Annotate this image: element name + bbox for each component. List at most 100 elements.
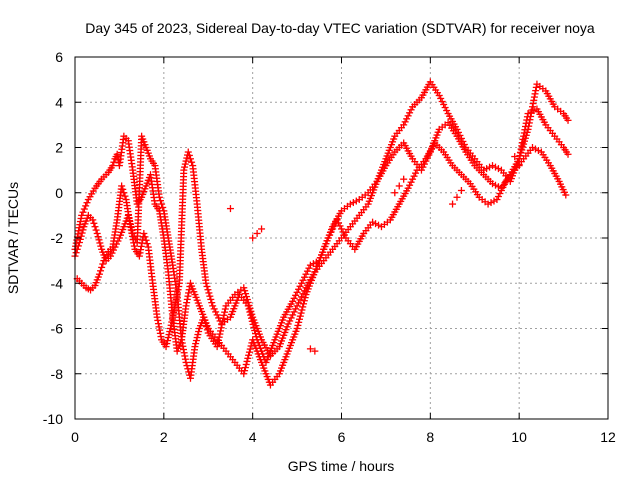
data-point-track-b: [290, 308, 298, 316]
y-tick-label: -4: [51, 275, 64, 291]
data-point-track-c: [295, 285, 303, 293]
data-point-track-b: [214, 339, 222, 347]
y-axis-label: SDTVAR / TECUs: [5, 182, 21, 294]
data-point-track-c: [182, 157, 190, 165]
data-point-track-c: [207, 295, 215, 303]
data-point-track-b: [157, 197, 165, 205]
data-point-track-a: [443, 107, 451, 115]
data-point-track-a: [300, 300, 308, 308]
data-point-track-a: [297, 309, 305, 317]
data-point-track-c: [330, 222, 338, 230]
data-point-track-c: [166, 328, 174, 336]
data-point-track-b: [90, 219, 98, 227]
data-point-track-c: [292, 291, 300, 299]
data-point-track-b: [220, 311, 228, 319]
data-point-track-c: [339, 228, 347, 236]
data-point-track-c: [290, 294, 298, 302]
data-point-track-b: [215, 333, 223, 341]
data-point-track-c: [162, 343, 170, 351]
data-point-track-a: [78, 211, 86, 219]
data-point-track-b: [159, 203, 167, 211]
data-point-track-b: [215, 336, 222, 344]
data-point-track-c: [327, 228, 335, 236]
data-point-track-b: [108, 249, 116, 257]
data-point-track-b: [97, 242, 105, 250]
data-point-track-c: [143, 240, 151, 248]
data-point-track-a: [404, 112, 412, 120]
y-tick-label: -10: [43, 411, 63, 427]
data-point-track-a: [296, 315, 304, 323]
data-point-track-c: [406, 181, 414, 189]
data-point-track-c: [500, 180, 508, 188]
data-point-track-a: [407, 106, 415, 114]
x-tick-label: 4: [249, 429, 257, 445]
data-point-track-a: [564, 116, 572, 124]
data-point-track-c: [251, 330, 259, 338]
data-point-track-b: [221, 305, 229, 313]
data-point-track-a: [301, 294, 309, 302]
data-point-track-b: [96, 239, 104, 247]
data-point-track-b: [94, 233, 102, 241]
data-point-track-c: [499, 183, 507, 191]
data-point-track-b: [202, 320, 210, 328]
data-point-track-c: [246, 308, 254, 316]
data-point-track-c: [186, 155, 194, 163]
data-point-track-a: [293, 325, 301, 332]
x-tick-label: 8: [426, 429, 434, 445]
data-point-track-d: [449, 200, 457, 208]
data-point-track-b: [193, 334, 201, 342]
data-point-track-a: [294, 321, 302, 329]
data-point-track-b: [182, 358, 190, 366]
data-point-track-c: [248, 317, 256, 325]
data-point-track-c: [180, 166, 188, 174]
data-point-track-c: [216, 317, 224, 325]
data-point-track-b: [92, 226, 100, 234]
data-point-track-d: [400, 175, 408, 183]
data-point-track-b: [203, 326, 211, 334]
data-point-track-c: [410, 172, 418, 180]
data-point-track-c: [208, 299, 216, 307]
data-point-track-b: [293, 302, 301, 310]
data-point-track-d: [395, 182, 403, 190]
data-point-track-c: [213, 311, 221, 319]
y-tick-label: 4: [55, 94, 63, 110]
data-point-track-c: [326, 231, 334, 239]
data-point-track-c: [409, 175, 417, 183]
data-point-track-b: [78, 229, 86, 237]
x-tick-label: 0: [71, 429, 79, 445]
data-point-track-b: [201, 316, 209, 324]
data-point-track-c: [338, 225, 345, 233]
y-tick-label: -6: [51, 321, 64, 337]
data-point-track-a: [295, 318, 303, 326]
data-point-track-c: [252, 333, 260, 341]
data-point-track-a: [300, 297, 308, 305]
data-points: [71, 78, 572, 389]
data-point-track-b: [292, 305, 300, 313]
data-point-track-a: [298, 306, 306, 314]
data-point-track-a: [243, 357, 251, 365]
data-point-track-b: [192, 340, 200, 348]
data-point-track-c: [494, 193, 502, 201]
data-point-track-c: [184, 148, 192, 156]
data-point-track-b: [95, 236, 103, 244]
data-point-track-b: [213, 343, 221, 351]
data-point-track-c: [140, 229, 148, 237]
y-tick-label: 2: [55, 140, 63, 156]
data-point-track-c: [251, 327, 259, 335]
y-tick-label: 0: [55, 185, 63, 201]
data-point-track-d: [515, 162, 523, 170]
data-point-track-d: [457, 186, 465, 194]
data-point-track-c: [245, 305, 253, 313]
chart-title: Day 345 of 2023, Sidereal Day-to-day VTE…: [85, 20, 595, 36]
data-point-track-c: [204, 286, 212, 294]
x-tick-label: 12: [600, 429, 616, 445]
data-point-track-c: [164, 334, 172, 342]
data-point-track-c: [205, 289, 213, 297]
data-point-track-c: [210, 305, 218, 313]
data-point-track-b: [221, 308, 229, 316]
data-point-track-b: [298, 293, 306, 301]
data-point-track-a: [245, 348, 253, 356]
data-point-track-b: [158, 200, 166, 208]
data-point-track-c: [407, 178, 415, 186]
data-point-track-a: [406, 109, 414, 117]
